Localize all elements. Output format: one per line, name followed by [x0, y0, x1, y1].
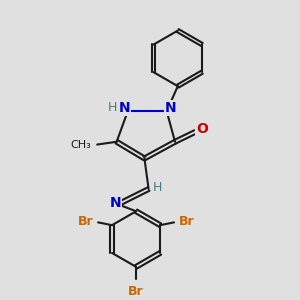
Text: N: N: [165, 101, 177, 115]
Text: Br: Br: [128, 285, 144, 298]
Text: CH₃: CH₃: [71, 140, 92, 149]
Text: O: O: [196, 122, 208, 136]
Text: Br: Br: [179, 215, 195, 228]
Text: H: H: [108, 101, 117, 114]
Text: H: H: [153, 181, 162, 194]
Text: N: N: [119, 101, 131, 115]
Text: Br: Br: [77, 215, 93, 228]
Text: N: N: [110, 196, 121, 210]
